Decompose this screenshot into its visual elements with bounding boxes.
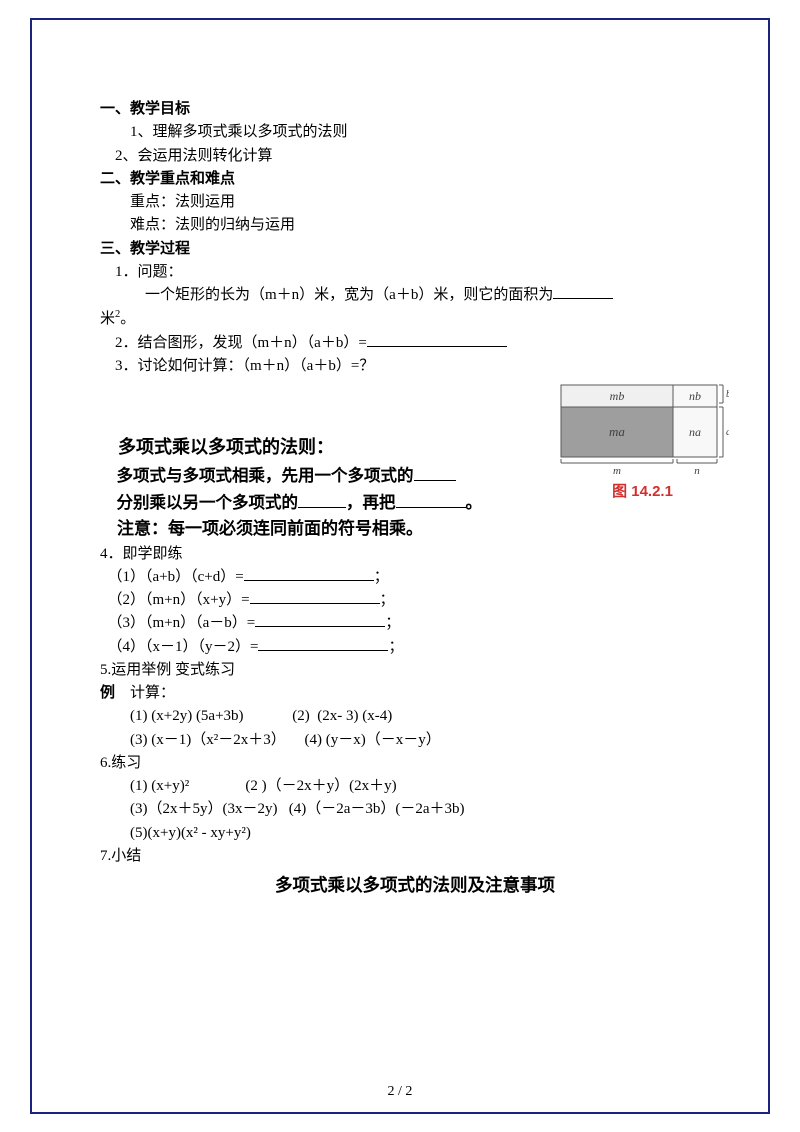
- q2-text: 2．结合图形，发现（m＋n）（a＋b）=: [115, 335, 367, 351]
- svg-text:mb: mb: [609, 389, 624, 403]
- q4-i2-tail: ；: [380, 592, 395, 608]
- q4-i4-text: （4）（x－1）（y－2）=: [108, 639, 259, 655]
- rectangle-diagram: mb nb ma na m n a b: [557, 381, 729, 476]
- q1-text2: 米: [100, 311, 115, 327]
- q7-summary: 多项式乘以多项式的法则及注意事项: [100, 872, 730, 899]
- rule-line2c: 。: [466, 493, 483, 512]
- q4-i2: （2）（m+n）（x+y）= ；: [100, 589, 730, 612]
- q4-i2-text: （2）（m+n）（x+y）=: [108, 592, 250, 608]
- q4-i1-text: （1）（a+b）（c+d）=: [108, 569, 244, 585]
- q5-title: 5.运用举例 变式练习: [100, 659, 730, 682]
- q6-r2: (3)（2x＋5y）(3x－2y) (4)（－2a－3b）(－2a＋3b): [100, 798, 730, 821]
- svg-text:na: na: [689, 425, 701, 439]
- svg-text:a: a: [726, 427, 729, 438]
- rule-blank2: [298, 507, 346, 508]
- q4-i3-blank: [255, 626, 385, 627]
- svg-text:m: m: [613, 465, 621, 476]
- sec1-item2: 2、会运用法则转化计算: [100, 145, 730, 168]
- document-content: 一、教学目标 1、理解多项式乘以多项式的法则 2、会运用法则转化计算 二、教学重…: [100, 98, 730, 899]
- svg-text:b: b: [726, 389, 729, 400]
- q4-i1-tail: ；: [374, 569, 389, 585]
- sec2-item1: 重点：法则运用: [100, 191, 730, 214]
- q2-blank: [367, 346, 507, 347]
- q5-r1: (1) (x+2y) (5a+3b) (2) (2x- 3) (x-4): [100, 705, 730, 728]
- rule-blank3: [396, 507, 466, 508]
- q4-i4: （4）（x－1）（y－2）= ；: [100, 636, 730, 659]
- q4-i1: （1）（a+b）（c+d）= ；: [100, 566, 730, 589]
- q4-title: 4．即学即练: [100, 543, 730, 566]
- q6-r1: (1) (x+y)² (2 )（－2x＋y）(2x＋y): [100, 775, 730, 798]
- q4-i4-blank: [258, 650, 388, 651]
- q4-i3-tail: ；: [385, 615, 400, 631]
- q1-text3: 。: [120, 311, 135, 327]
- q5-ex-label: 例: [100, 685, 115, 701]
- q1-label: 1．问题：: [100, 261, 730, 284]
- q4-i1-blank: [244, 580, 374, 581]
- rule-line1a: 多项式与多项式相乘，先用一个多项式的: [117, 466, 414, 485]
- sec1-item1: 1、理解多项式乘以多项式的法则: [100, 121, 730, 144]
- q4-i2-blank: [250, 603, 380, 604]
- sec1-title: 一、教学目标: [100, 98, 730, 121]
- q7-title: 7.小结: [100, 845, 730, 868]
- q1-line: 一个矩形的长为（m＋n）米，宽为（a＋b）米，则它的面积为: [100, 284, 730, 307]
- rule-blank1: [414, 480, 456, 481]
- rule-line2b: ，再把: [346, 493, 396, 512]
- q4-i3: （3）（m+n）（a－b）= ；: [100, 612, 730, 635]
- q4-i3-text: （3）（m+n）（a－b）=: [108, 615, 256, 631]
- q2-line: 2．结合图形，发现（m＋n）（a＋b）=: [100, 332, 730, 355]
- sec2-title: 二、教学重点和难点: [100, 168, 730, 191]
- page-number: 2 / 2: [0, 1084, 800, 1100]
- figure-block: mb nb ma na m n a b 图 14.2.1: [555, 381, 730, 503]
- q5-r2: (3) (x－1)（x²－2x＋3） (4) (y－x)（－x－y）: [100, 729, 730, 752]
- figure-caption: 图 14.2.1: [555, 480, 730, 503]
- svg-text:n: n: [694, 465, 700, 476]
- sec3-title: 三、教学过程: [100, 238, 730, 261]
- q1-blank: [553, 298, 613, 299]
- q1-unit-line: 米2。: [100, 307, 730, 331]
- q1-text1: 一个矩形的长为（m＋n）米，宽为（a＋b）米，则它的面积为: [100, 287, 553, 303]
- q5-calc: 计算：: [130, 685, 175, 701]
- rule-line2a: 分别乘以另一个多项式的: [117, 493, 299, 512]
- q6-r3: (5)(x+y)(x² - xy+y²): [100, 822, 730, 845]
- q3-line: 3．讨论如何计算：（m＋n）（a＋b）=？: [100, 355, 730, 378]
- q4-i4-tail: ；: [388, 639, 403, 655]
- q5-ex-line: 例 计算：: [100, 682, 730, 705]
- svg-text:nb: nb: [689, 389, 701, 403]
- sec2-item2: 难点：法则的归纳与运用: [100, 214, 730, 237]
- q6-title: 6.练习: [100, 752, 730, 775]
- svg-text:ma: ma: [609, 424, 625, 439]
- rule-note: 注意：每一项必须连同前面的符号相乘。: [100, 516, 730, 542]
